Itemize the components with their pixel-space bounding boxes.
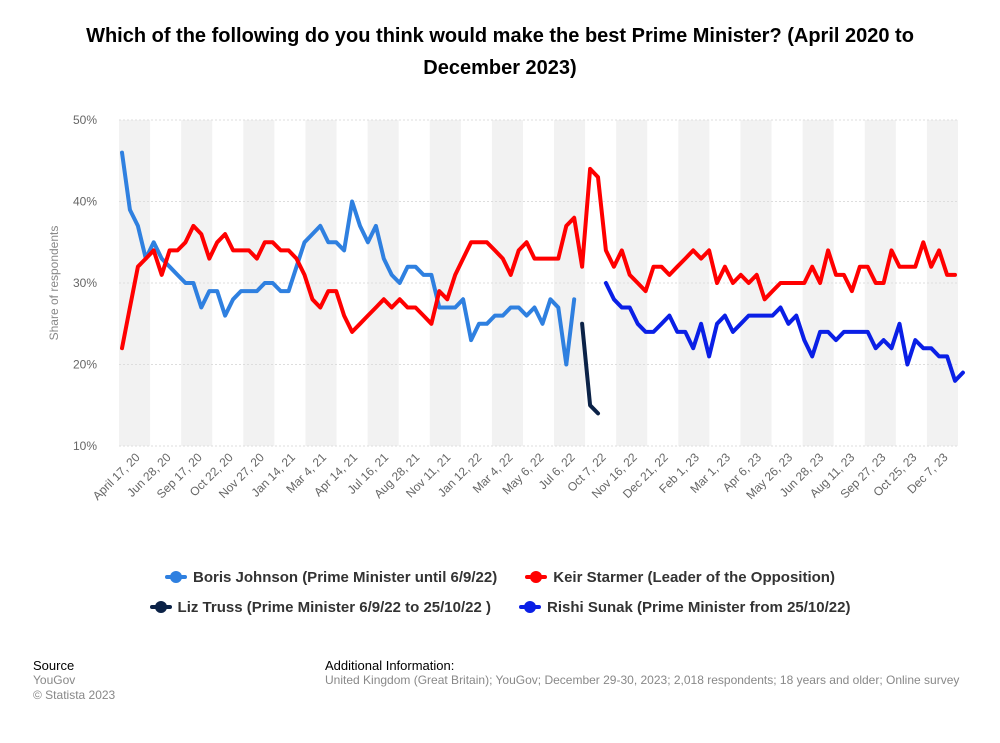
- legend-item-boris-johnson[interactable]: Boris Johnson (Prime Minister until 6/9/…: [165, 569, 497, 586]
- y-axis-label: Share of respondents: [47, 226, 61, 341]
- legend-item-liz-truss[interactable]: Liz Truss (Prime Minister 6/9/22 to 25/1…: [149, 598, 492, 616]
- chart-title: Which of the following do you think woul…: [86, 25, 914, 79]
- chart-legend: Boris Johnson (Prime Minister until 6/9/…: [0, 562, 1000, 622]
- legend-item-rishi-sunak[interactable]: Rishi Sunak (Prime Minister from 25/10/2…: [519, 599, 850, 616]
- series-line-3: [603, 281, 965, 383]
- legend-label: Liz Truss (Prime Minister 6/9/22 to 25/1…: [177, 598, 492, 616]
- legend-item-keir-starmer[interactable]: Keir Starmer (Leader of the Opposition): [525, 569, 835, 586]
- series-line-0: [120, 150, 577, 367]
- legend-marker-icon: [149, 600, 172, 614]
- legend-marker-icon: [519, 600, 542, 614]
- legend-marker-icon: [165, 570, 188, 584]
- legend-label: Rishi Sunak (Prime Minister from 25/10/2…: [547, 598, 851, 616]
- copyright-line[interactable]: © Statista 2023: [33, 688, 116, 702]
- legend-dot-3: [524, 601, 537, 613]
- source-line[interactable]: YouGov: [33, 673, 76, 687]
- source-heading: Source: [33, 658, 75, 673]
- legend-dot-2: [154, 601, 167, 613]
- legend-label: Boris Johnson (Prime Minister until 6/9/…: [193, 568, 498, 586]
- y-tick-label: 40%: [73, 195, 97, 209]
- legend-dot-1: [530, 571, 543, 583]
- legend-label: Keir Starmer (Leader of the Opposition): [553, 568, 835, 586]
- additional-info-block: Additional Information: United Kingdom (…: [325, 658, 959, 688]
- line-chart: 10%20%30%40%50%Share of respondentsApril…: [47, 113, 965, 503]
- additional-info-text: United Kingdom (Great Britain); YouGov; …: [325, 673, 960, 687]
- series-line-2: [580, 321, 600, 416]
- additional-info-heading: Additional Information:: [325, 658, 455, 673]
- legend-marker-icon: [525, 570, 548, 584]
- source-block: Source YouGov © Statista 2023: [33, 658, 115, 703]
- legend-dot-0: [170, 571, 183, 583]
- y-tick-label: 30%: [73, 276, 97, 290]
- series-line-1: [120, 166, 957, 351]
- y-tick-label: 20%: [73, 358, 97, 372]
- y-tick-label: 10%: [73, 439, 97, 453]
- y-tick-label: 50%: [73, 113, 97, 127]
